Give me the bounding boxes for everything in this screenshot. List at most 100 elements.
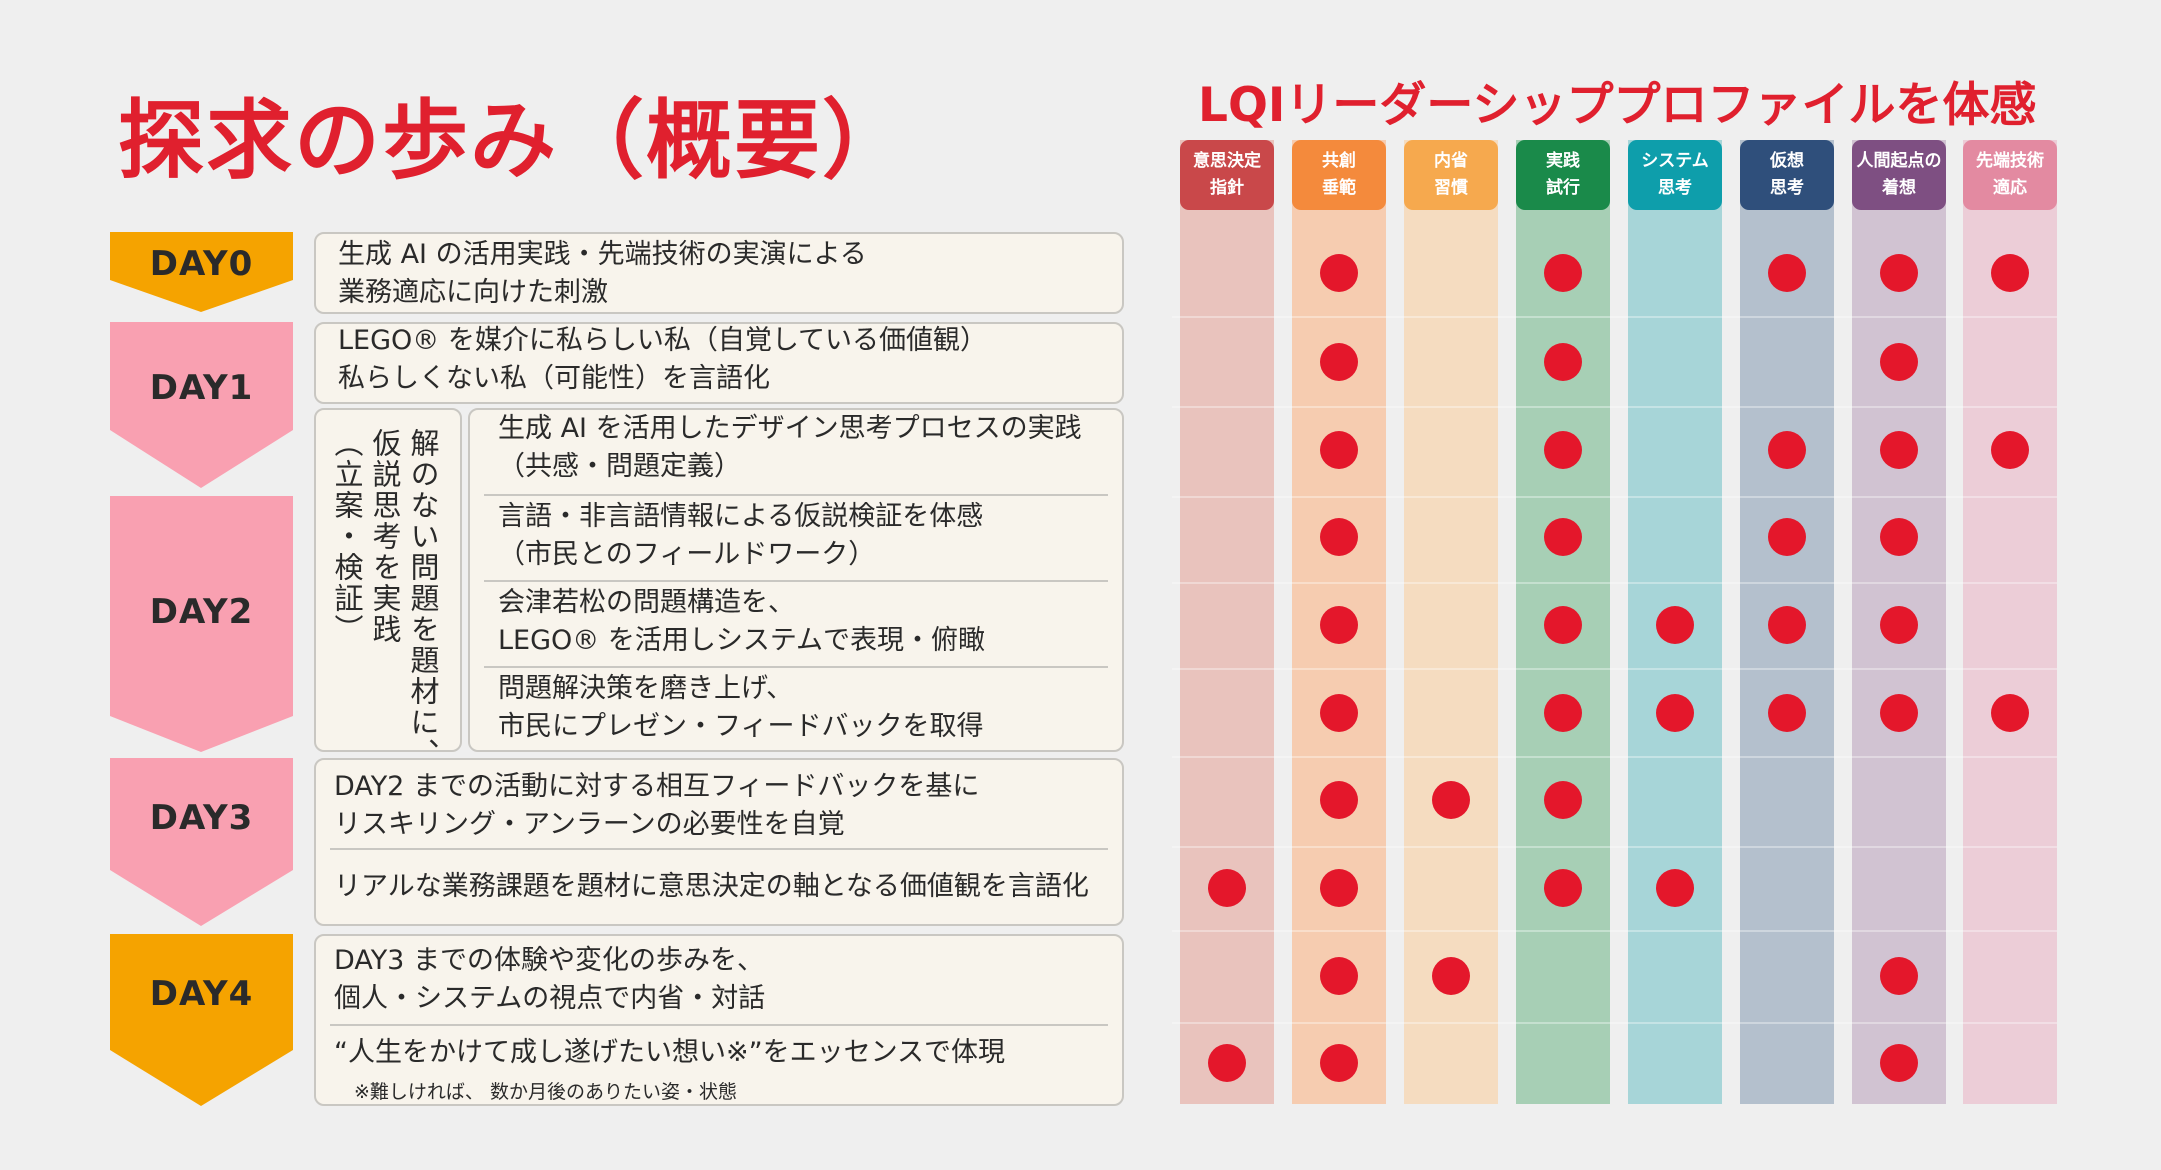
lqi-column-label: 内省: [1434, 151, 1468, 171]
row-grid-line: [1172, 316, 2057, 318]
row-text-day2-1: 生成 AI を活用したデザイン思考プロセスの実践 （共感・問題定義）: [498, 413, 1082, 482]
profile-dot: [1320, 254, 1358, 292]
day3-box: [314, 758, 1124, 926]
profile-dot: [1880, 518, 1918, 556]
separator: [330, 848, 1108, 850]
day2-label: DAY2: [149, 592, 254, 632]
profile-dot: [1991, 431, 2029, 469]
lqi-column-header: 実践 試行: [1516, 140, 1610, 210]
profile-dot: [1880, 694, 1918, 732]
profile-dot: [1768, 694, 1806, 732]
row-text-day2-2: 言語・非言語情報による仮説検証を体感 （市民とのフィールドワーク）: [498, 501, 984, 570]
profile-dot: [1320, 694, 1358, 732]
day0-box: [314, 232, 1124, 314]
row-text-day3-1: DAY2 までの活動に対する相互フィードバックを基に リスキリング・アンラーンの必…: [334, 771, 980, 840]
lqi-column-header: 内省 習慣: [1404, 140, 1498, 210]
profile-dot: [1208, 1044, 1246, 1082]
day3-label: DAY3: [149, 798, 254, 838]
lqi-column-label: 試行: [1546, 178, 1580, 198]
lqi-column-header: 意思決定 指針: [1180, 140, 1274, 210]
lqi-column-label: 習慣: [1434, 178, 1468, 198]
profile-dot: [1544, 869, 1582, 907]
profile-dot: [1880, 1044, 1918, 1082]
day2-theme-line2: 仮説思考を実践: [368, 428, 402, 645]
footnote: ※難しければ、 数か月後のありたい姿・状態: [354, 1081, 737, 1103]
profile-dot: [1432, 957, 1470, 995]
row-text-day2-3: 会津若松の問題構造を、 LEGO® を活用しシステムで表現・俯瞰: [498, 587, 986, 656]
row-text-day4-1: DAY3 までの体験や変化の歩みを、 個人・システムの視点で内省・対話: [334, 945, 766, 1014]
profile-dot: [1768, 518, 1806, 556]
day0-label: DAY0: [149, 244, 254, 284]
day2-arrow: [110, 496, 293, 752]
lqi-column-label: 思考: [1658, 178, 1692, 198]
day2-theme-box: [314, 408, 462, 752]
day4-box: [314, 934, 1124, 1106]
profile-dot: [1768, 606, 1806, 644]
profile-dot: [1656, 869, 1694, 907]
profile-dot: [1768, 254, 1806, 292]
lqi-column-header: 仮想 思考: [1740, 140, 1834, 210]
lqi-column-label: 人間起点の: [1856, 151, 1942, 171]
lqi-column-label: 先端技術: [1976, 151, 2044, 171]
row-grid-line: [1172, 582, 2057, 584]
profile-dot: [1544, 694, 1582, 732]
profile-dot: [1320, 1044, 1358, 1082]
lqi-column-label: 垂範: [1322, 178, 1356, 198]
profile-dot: [1432, 781, 1470, 819]
day2-theme-line1: 解のない問題を題材に、: [406, 428, 440, 769]
lqi-column-bg: [1963, 140, 2057, 1104]
row-grid-line: [1172, 756, 2057, 758]
profile-dot: [1880, 343, 1918, 381]
separator: [330, 1024, 1108, 1026]
day2-theme-line3: （立案・検証）: [330, 428, 364, 645]
profile-dot: [1208, 869, 1246, 907]
row-grid-line: [1172, 668, 2057, 670]
profile-dot: [1544, 343, 1582, 381]
row-grid-line: [1172, 406, 2057, 408]
row-text-day3-2: リアルな業務課題を題材に意思決定の軸となる価値観を言語化: [334, 871, 1089, 902]
lqi-profile-title: LQIリーダーシッププロファイルを体感: [1198, 78, 2037, 133]
row-grid-line: [1172, 496, 2057, 498]
day4-arrow: [110, 934, 293, 1106]
profile-dot: [1991, 254, 2029, 292]
profile-dot: [1544, 781, 1582, 819]
lqi-column-header: 共創 垂範: [1292, 140, 1386, 210]
profile-dot: [1320, 957, 1358, 995]
lqi-column-label: 意思決定: [1193, 151, 1261, 171]
profile-dot: [1320, 431, 1358, 469]
lqi-column-bg: [1404, 140, 1498, 1104]
profile-dot: [1320, 606, 1358, 644]
profile-dot: [1768, 431, 1806, 469]
profile-dot: [1320, 343, 1358, 381]
lqi-column-header: 人間起点の 着想: [1852, 140, 1946, 210]
row-text-day4-2: “人生をかけて成し遂げたい想い※”をエッセンスで体現: [334, 1037, 1006, 1068]
separator: [484, 666, 1108, 668]
day1-label: DAY1: [149, 368, 254, 408]
lqi-column-label: 仮想: [1770, 151, 1804, 171]
lqi-column-label: 着想: [1882, 178, 1916, 198]
day0-arrow: [110, 232, 293, 312]
day4-label: DAY4: [149, 974, 254, 1014]
profile-dot: [1544, 606, 1582, 644]
row-text-day1: LEGO® を媒介に私らしい私（自覚している価値観） 私らしくない私（可能性）を言…: [338, 325, 988, 394]
lqi-column-header: 先端技術 適応: [1963, 140, 2057, 210]
lqi-column-label: 適応: [1993, 178, 2027, 198]
lqi-column-label: 指針: [1210, 178, 1244, 198]
profile-dot: [1880, 431, 1918, 469]
lqi-column-header: システム 思考: [1628, 140, 1722, 210]
profile-dot: [1544, 254, 1582, 292]
lqi-column-bg: [1180, 140, 1274, 1104]
page-title: 探求の歩み（概要）: [118, 91, 910, 191]
lqi-column-label: 実践: [1546, 151, 1580, 171]
profile-dot: [1544, 431, 1582, 469]
profile-dot: [1656, 606, 1694, 644]
day3-arrow: [110, 758, 293, 926]
profile-dot: [1880, 957, 1918, 995]
lqi-column-label: 思考: [1770, 178, 1804, 198]
row-grid-line: [1172, 846, 2057, 848]
row-grid-line: [1172, 1022, 2057, 1024]
profile-dot: [1320, 781, 1358, 819]
profile-dot: [1320, 518, 1358, 556]
separator: [484, 580, 1108, 582]
